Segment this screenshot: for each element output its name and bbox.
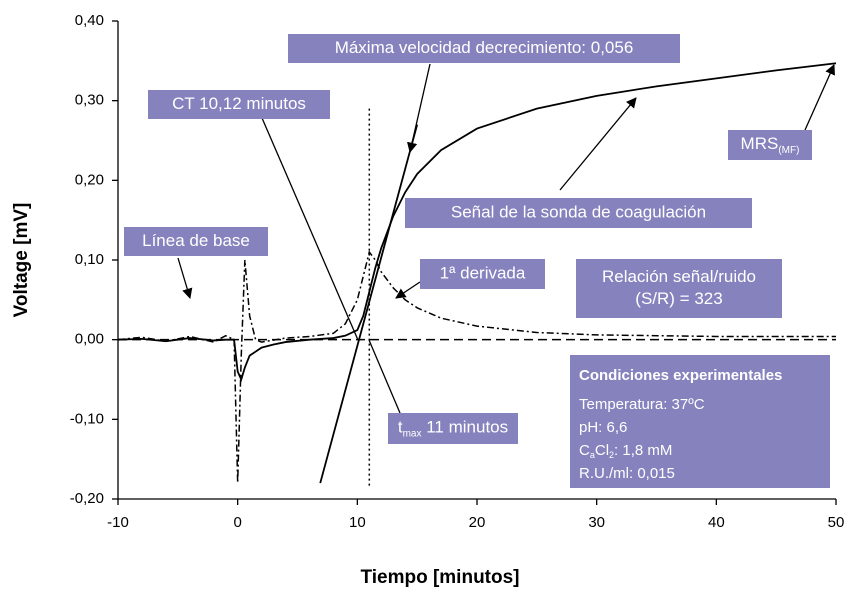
y-axis-title: Voltage [mV]: [11, 203, 32, 318]
text-part: MRS: [741, 134, 779, 153]
x-tick-label: 40: [708, 514, 725, 531]
y-tick-label: 0,00: [75, 331, 104, 348]
annotation: CT 10,12 minutos: [172, 94, 306, 113]
annotation-box: [288, 34, 680, 63]
pointer: [804, 64, 835, 131]
annotation-box: [405, 198, 752, 228]
annotation: MRS(MF): [741, 134, 800, 155]
annotation: (S/R) = 323: [635, 289, 722, 308]
annotation: Máxima velocidad decrecimiento: 0,056: [335, 38, 634, 57]
x-tick-label: 20: [469, 514, 486, 531]
subscript: a: [590, 450, 595, 460]
y-tick-label: 0,10: [75, 251, 104, 268]
annotation-box: [388, 413, 518, 444]
x-tick-label: -10: [107, 514, 129, 531]
text-part: 11 minutos: [422, 418, 509, 437]
y-tick-label: -0,10: [70, 410, 104, 427]
conditions-title: Condiciones experimentales: [579, 367, 782, 384]
conditions-line: CaCl2: 1,8 mM: [579, 442, 672, 460]
annotation: Línea de base: [142, 231, 250, 250]
series-line: [117, 250, 836, 484]
y-tick-label: -0,20: [70, 490, 104, 507]
annotation: Relación señal/ruido: [602, 267, 756, 286]
conditions-box: [570, 355, 830, 488]
text-part: t: [398, 418, 403, 437]
conditions-line: R.U./ml: 0,015: [579, 465, 675, 482]
subscript: (MF): [778, 145, 799, 156]
pointer: [368, 339, 401, 414]
text-part: C: [579, 442, 590, 459]
conditions-line: pH: 6,6: [579, 419, 627, 436]
text-part: Cl: [595, 442, 609, 459]
x-tick-label: 50: [828, 514, 845, 531]
pointer: [395, 281, 421, 299]
annotation: tmax 11 minutos: [398, 418, 508, 439]
annotation-box: [420, 259, 545, 289]
pointer: [177, 257, 193, 299]
x-axis-title: Tiempo [minutos]: [360, 567, 519, 588]
x-tick-label: 0: [233, 514, 241, 531]
y-tick-label: 0,40: [75, 12, 104, 29]
y-tick-label: 0,30: [75, 92, 104, 109]
annotation-box: [728, 130, 812, 160]
pointer: [261, 117, 359, 341]
x-tick-label: 30: [588, 514, 605, 531]
annotation: Señal de la sonda de coagulación: [451, 202, 706, 221]
annotation-box: [148, 90, 330, 119]
annotation: 1ª derivada: [440, 263, 526, 282]
conditions-line: Temperatura: 37ºC: [579, 396, 705, 413]
pointer: [559, 97, 637, 191]
x-tick-label: 10: [349, 514, 366, 531]
text-part: : 1,8 mM: [614, 442, 672, 459]
series-line: [117, 62, 837, 383]
subscript: max: [403, 428, 422, 439]
annotation-box: [124, 227, 268, 256]
annotation-box: [576, 259, 782, 318]
subscript: 2: [609, 450, 614, 460]
y-tick-label: 0,20: [75, 171, 104, 188]
